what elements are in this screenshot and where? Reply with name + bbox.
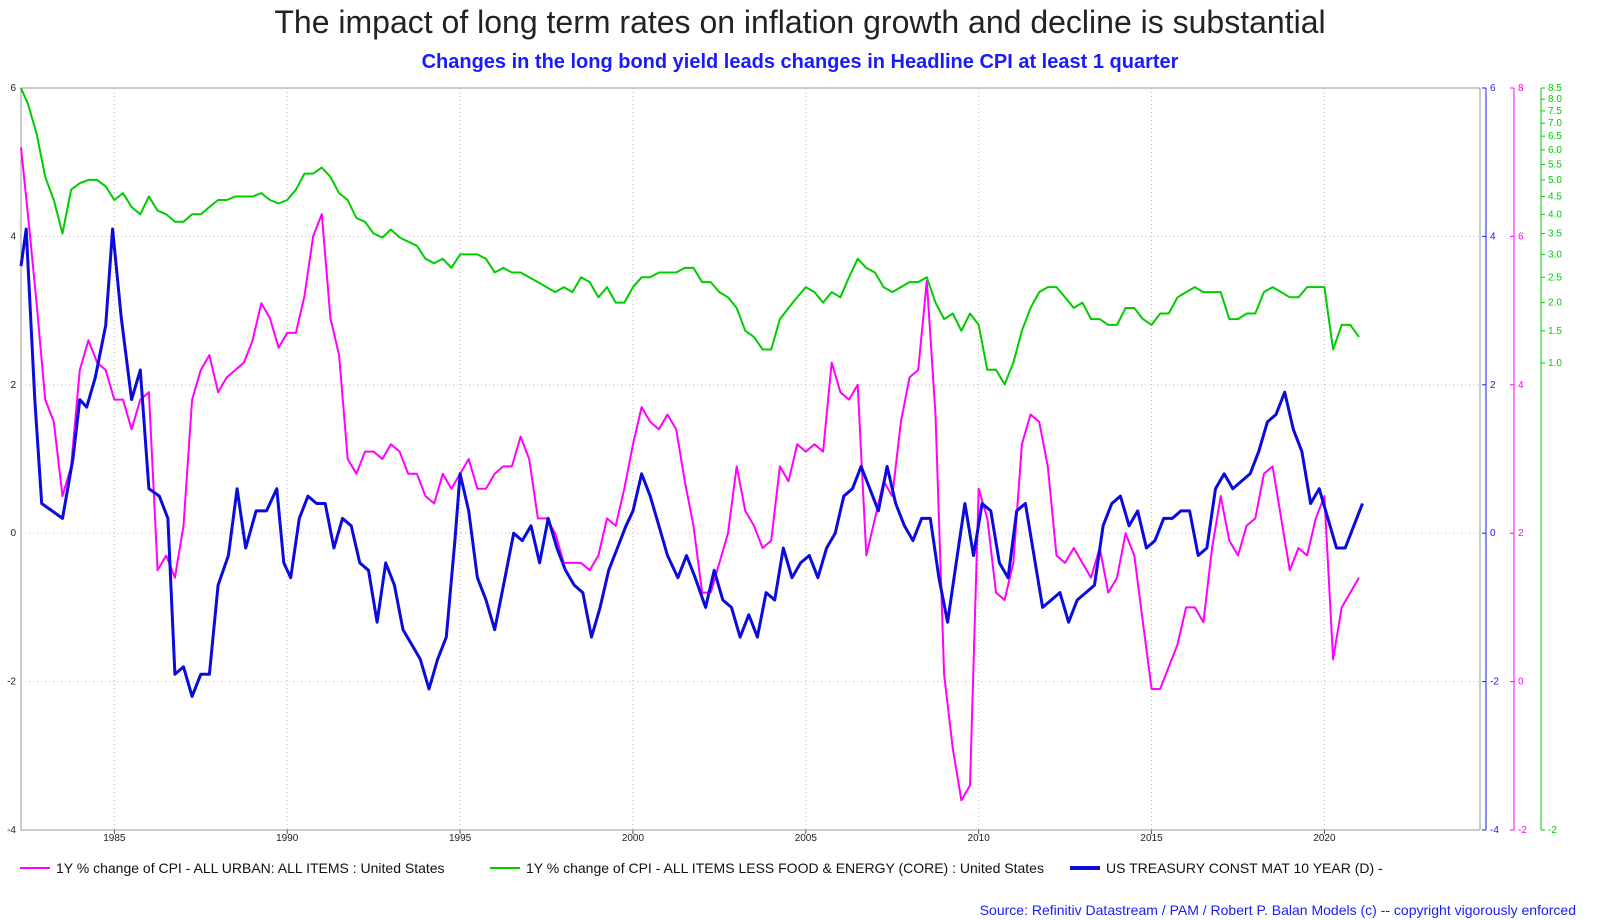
source-note: Source: Refinitiv Datastream / PAM / Rob… [979,902,1576,918]
y-right-green-tick-label: 6.0 [1548,145,1562,156]
y-left-tick-label: -2 [7,677,16,688]
y-right-green-tick-label: 4.0 [1548,209,1562,220]
y-right-magenta-tick-label: 2 [1518,528,1524,539]
y-right-green-tick-label: 7.0 [1548,118,1562,129]
y-right-blue-tick-label: 0 [1490,528,1496,539]
legend-label-3: US TREASURY CONST MAT 10 YEAR (D) - [1106,860,1383,876]
axes: 1985 1990 1995 2000 2005 2010 2015 20206420-2-4… [7,83,1562,844]
legend-label-1: 1Y % change of CPI - ALL URBAN: ALL ITEM… [56,860,445,876]
y-right-blue-tick-label: 2 [1490,380,1496,391]
y-left-tick-label: -4 [7,825,16,836]
y-right-green-tick-label: 2.5 [1548,272,1562,283]
y-right-green-tick-label: 4.5 [1548,191,1562,202]
series-line-1 [20,147,1360,802]
y-right-green-tick-label: 2.0 [1548,298,1562,309]
series-lines [19,87,1364,802]
y-left-tick-label: 6 [10,83,16,94]
y-right-green-tick-label: 8.5 [1548,83,1562,94]
y-right-green-tick-label: -2 [1548,825,1557,836]
y-right-green-tick-label: 6.5 [1548,131,1562,142]
y-right-blue-tick-label: 6 [1490,83,1496,94]
chart-title: The impact of long term rates on inflati… [274,4,1326,40]
y-left-tick-label: 4 [10,231,16,242]
y-right-magenta-tick-label: 4 [1518,380,1524,391]
y-right-green-tick-label: 1.5 [1548,326,1562,337]
y-right-blue-tick-label: 4 [1490,231,1496,242]
x-tick-label: 1995 [449,833,472,844]
y-right-magenta-tick-label: 0 [1518,677,1524,688]
x-tick-label: 2010 [968,833,991,844]
y-left-tick-label: 2 [10,380,16,391]
y-right-magenta-tick-label: -2 [1518,825,1527,836]
y-right-green-tick-label: 1.0 [1548,358,1562,369]
y-right-green-tick-label: 3.5 [1548,229,1562,240]
y-left-tick-label: 0 [10,528,16,539]
y-right-green-tick-label: 5.0 [1548,175,1562,186]
x-tick-label: 2005 [795,833,818,844]
y-right-green-tick-label: 5.5 [1548,159,1562,170]
grid-lines [21,88,1480,830]
x-tick-label: 2015 [1140,833,1163,844]
y-right-magenta-tick-label: 8 [1518,83,1524,94]
series-line-2 [20,87,1360,386]
y-right-blue-tick-label: -4 [1490,825,1499,836]
y-right-green-tick-label: 8.0 [1548,94,1562,105]
chart-subtitle: Changes in the long bond yield leads cha… [421,51,1179,73]
legend: 1Y % change of CPI - ALL URBAN: ALL ITEM… [20,860,1383,876]
y-right-green-tick-label: 3.0 [1548,249,1562,260]
y-right-magenta-tick-label: 6 [1518,231,1524,242]
x-tick-label: 2020 [1313,833,1336,844]
y-right-green-tick-label: 7.5 [1548,106,1562,117]
x-tick-label: 1985 [103,833,126,844]
plot-area-frame [20,87,1481,831]
x-tick-label: 1990 [276,833,299,844]
x-tick-label: 2000 [622,833,645,844]
legend-label-2: 1Y % change of CPI - ALL ITEMS LESS FOOD… [526,860,1044,876]
y-right-blue-tick-label: -2 [1490,677,1499,688]
series-line-3 [19,227,1364,698]
